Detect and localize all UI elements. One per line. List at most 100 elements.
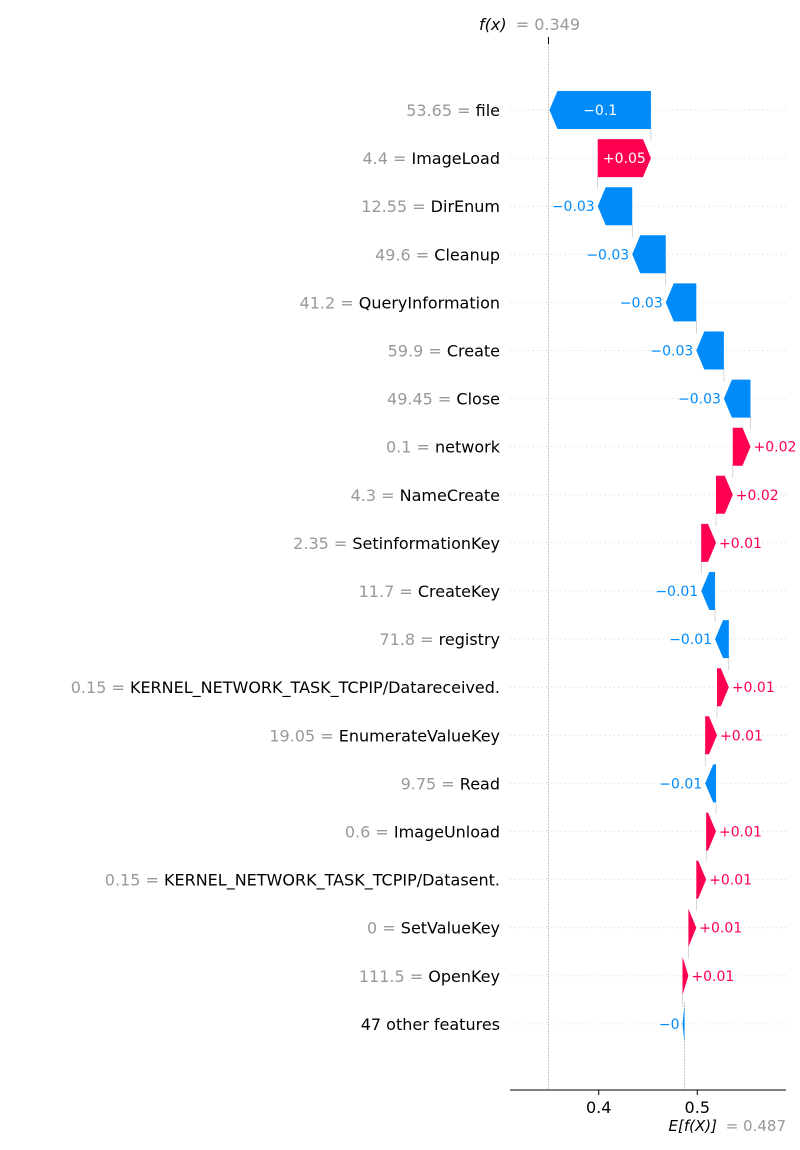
bar-value-label: +0.01 — [719, 825, 762, 841]
fx-annotation: f(x) = 0.349 — [479, 15, 580, 34]
row-gridlines — [510, 109, 786, 1025]
feature-value: 12.55 = — [361, 197, 430, 216]
fx-annotation-text: f(x) = 0.349 — [479, 15, 580, 34]
feature-value: 4.3 = — [351, 486, 400, 505]
feature-value: 53.65 = — [406, 101, 475, 120]
feature-label: 0.15 = KERNEL_NETWORK_TASK_TCPIP/Datasen… — [105, 871, 500, 891]
base-value-annotation-text: E[f(X)] = 0.487 — [668, 1117, 786, 1135]
bar-value-label: −0.01 — [669, 632, 712, 648]
bar-value-label: −0.01 — [659, 776, 702, 792]
bar-value-label: −0.01 — [655, 584, 698, 600]
negative-bar — [705, 764, 717, 803]
feature-label: 4.4 = ImageLoad — [362, 149, 500, 168]
negative-bar — [682, 1004, 685, 1043]
feature-value: 49.6 = — [375, 245, 434, 264]
feature-value: 0 = — [367, 919, 401, 938]
feature-name: Cleanup — [434, 245, 500, 264]
bars: −0.1 +0.05 −0.03 −0.03 −0.03 −0.03 −0.03 +0.02 +… — [549, 91, 796, 1043]
bar-value-label: +0.01 — [732, 680, 775, 696]
feature-label: 4.3 = NameCreate — [351, 486, 500, 505]
feature-name: CreateKey — [418, 582, 500, 601]
negative-bar — [701, 572, 716, 610]
feature-label: 19.05 = EnumerateValueKey — [269, 726, 500, 745]
positive-bar — [732, 427, 751, 466]
feature-value: 41.2 = — [300, 293, 359, 312]
feature-label: 53.65 = file — [406, 101, 500, 120]
feature-label: 59.9 = Create — [388, 342, 500, 361]
feature-label: 12.55 = DirEnum — [361, 197, 500, 216]
feature-name: EnumerateValueKey — [339, 726, 500, 745]
feature-value: 71.8 = — [379, 630, 438, 649]
fx-label: f(x) — [479, 15, 507, 34]
feature-label: 49.6 = Cleanup — [375, 245, 500, 264]
negative-bar — [597, 187, 633, 226]
feature-name: ImageLoad — [412, 149, 501, 168]
reference-lines — [547, 37, 685, 1090]
bar-value-label: −0 — [659, 1017, 680, 1033]
positive-bar — [597, 139, 651, 178]
feature-value: 19.05 = — [269, 726, 338, 745]
feature-label: 71.8 = registry — [379, 630, 500, 649]
negative-bar — [696, 331, 724, 370]
negative-bar — [723, 379, 751, 418]
feature-label: 11.7 = CreateKey — [359, 582, 500, 601]
negative-bar — [665, 283, 697, 322]
feature-name: NameCreate — [400, 486, 500, 505]
feature-value: 49.45 = — [387, 390, 456, 409]
positive-bar — [701, 523, 717, 562]
x-tick-label: 0.4 — [586, 1098, 611, 1117]
feature-value: 2.35 = — [293, 534, 352, 553]
bar-value-label: −0.03 — [586, 247, 629, 263]
feature-value: 9.75 = — [401, 774, 460, 793]
feature-name: Create — [447, 342, 500, 361]
feature-label: 2.35 = SetinformationKey — [293, 534, 500, 553]
negative-bar — [632, 235, 666, 274]
feature-name: registry — [439, 630, 500, 649]
feature-name: SetinformationKey — [352, 534, 500, 553]
feature-name: KERNEL_NETWORK_TASK_TCPIP/Datareceived. — [130, 678, 500, 698]
bar-value-label: −0.03 — [620, 295, 663, 311]
feature-name: network — [435, 438, 501, 457]
feature-label: 41.2 = QueryInformation — [300, 293, 500, 312]
positive-bar — [705, 716, 717, 755]
negative-bar — [715, 620, 729, 659]
feature-label: 0.6 = ImageUnload — [345, 823, 500, 842]
x-axis: 0.4 0.5 — [510, 1089, 786, 1117]
positive-bar — [682, 956, 689, 995]
bar-value-label: +0.02 — [736, 488, 779, 504]
feature-value: 111.5 = — [359, 967, 428, 986]
feature-value: 11.7 = — [359, 582, 418, 601]
feature-labels: 53.65 = file 4.4 = ImageLoad 12.55 = DirEn… — [71, 101, 501, 1034]
base-value-label: E[f(X)] — [668, 1117, 717, 1135]
bar-value-label: +0.05 — [603, 151, 646, 167]
feature-label: 0.1 = network — [386, 438, 501, 457]
feature-label: 47 other features — [361, 1015, 500, 1034]
feature-name: SetValueKey — [401, 919, 500, 938]
bar-value-label: +0.01 — [719, 536, 762, 552]
feature-value: 0.6 = — [345, 823, 394, 842]
feature-value: 59.9 = — [388, 342, 447, 361]
feature-name: DirEnum — [431, 197, 500, 216]
bar-value-label: +0.01 — [699, 921, 742, 937]
positive-bar — [717, 668, 729, 707]
x-tick-label: 0.5 — [685, 1098, 710, 1117]
feature-label: 9.75 = Read — [401, 774, 500, 793]
feature-label: 0 = SetValueKey — [367, 919, 500, 938]
feature-value: 0.15 = — [71, 678, 130, 697]
feature-value: 0.15 = — [105, 871, 164, 890]
feature-label: 0.15 = KERNEL_NETWORK_TASK_TCPIP/Datarec… — [71, 678, 500, 698]
positive-bar — [688, 908, 697, 947]
feature-label: 49.45 = Close — [387, 390, 500, 409]
positive-bar — [696, 860, 707, 899]
feature-name: KERNEL_NETWORK_TASK_TCPIP/Datasent. — [164, 871, 500, 891]
bar-value-label: +0.02 — [754, 440, 797, 456]
positive-bar — [706, 812, 717, 851]
feature-value: 0.1 = — [386, 438, 435, 457]
feature-name: file — [476, 101, 500, 120]
feature-name: 47 other features — [361, 1015, 500, 1034]
fx-value: = 0.349 — [516, 15, 580, 34]
feature-value: 4.4 = — [362, 149, 411, 168]
bar-value-label: −0.1 — [583, 103, 617, 119]
bar-value-label: −0.03 — [650, 344, 693, 360]
